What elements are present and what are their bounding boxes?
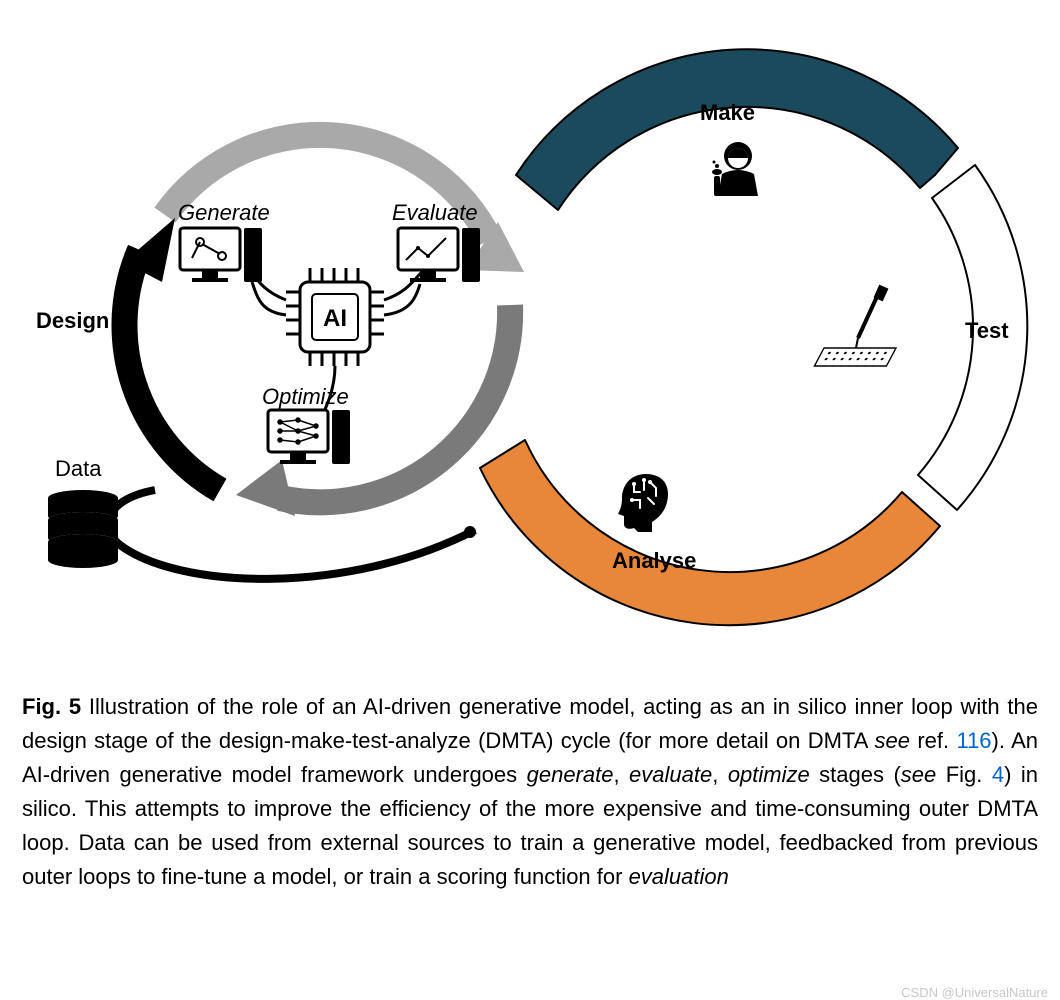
computer-optimize-icon (268, 410, 350, 464)
fig-number: Fig. 5 (22, 694, 81, 719)
outer-segment-analyse (480, 440, 940, 625)
label-test: Test (965, 318, 1009, 344)
label-generate: Generate (178, 200, 270, 226)
label-make: Make (700, 100, 755, 126)
ref-link-116[interactable]: 116 (956, 728, 991, 753)
database-icon (48, 490, 118, 568)
ai-chip-icon: AI (286, 268, 384, 366)
scientist-icon (712, 142, 758, 196)
ai-chip-label: AI (323, 305, 347, 332)
diagram-area: AI (0, 0, 1060, 640)
brain-icon (618, 474, 668, 532)
cap-see1: see (875, 728, 910, 753)
label-optimize: Optimize (262, 384, 349, 410)
cap-see2: see (901, 762, 936, 787)
cap-c2: , (712, 762, 728, 787)
label-analyse: Analyse (612, 548, 696, 574)
label-design: Design (36, 308, 109, 334)
cap-c1: , (613, 762, 629, 787)
label-data: Data (55, 456, 101, 482)
pipette-icon (814, 285, 896, 366)
cap-t4: stages ( (810, 762, 901, 787)
cap-opt: optimize (728, 762, 810, 787)
computer-generate-icon (180, 228, 262, 282)
cap-gen: generate (527, 762, 614, 787)
dmta-cycle-svg: AI (0, 0, 1060, 640)
computer-evaluate-icon (398, 228, 480, 282)
label-evaluate: Evaluate (392, 200, 478, 226)
ref-link-4[interactable]: 4 (992, 762, 1004, 787)
inner-arrow-2-head (236, 460, 295, 516)
watermark: CSDN @UniversalNature (901, 985, 1048, 1000)
cap-t5: Fig. (936, 762, 992, 787)
figure-caption: Fig. 5 Illustration of the role of an AI… (22, 690, 1038, 895)
feedback-connector (120, 530, 475, 579)
cap-evaluation: evaluation (629, 864, 729, 889)
cap-t2: ref. (910, 728, 956, 753)
inner-arrow-3 (124, 250, 220, 490)
cap-eval: evaluate (629, 762, 712, 787)
